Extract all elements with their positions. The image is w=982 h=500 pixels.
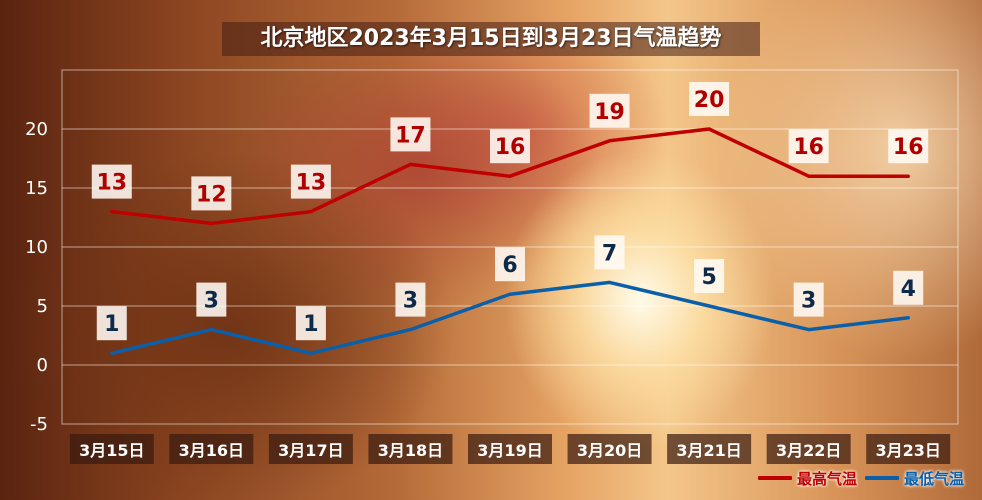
data-label: 13: [290, 164, 331, 199]
x-tick-label: 3月16日: [169, 434, 254, 464]
legend-item-low[interactable]: 最低气温: [864, 468, 964, 489]
svg-text:19: 19: [594, 100, 625, 125]
series-lines: [110, 127, 910, 355]
svg-text:3: 3: [403, 289, 418, 314]
svg-text:16: 16: [495, 135, 526, 160]
svg-text:3月16日: 3月16日: [179, 441, 244, 460]
series-line-low: [110, 280, 910, 355]
data-label: 12: [191, 176, 232, 211]
legend-swatch: [864, 476, 899, 480]
svg-text:3: 3: [801, 289, 816, 314]
svg-text:7: 7: [602, 241, 617, 266]
x-tick-label: 3月18日: [368, 434, 453, 464]
x-tick-label: 3月21日: [667, 434, 752, 464]
svg-text:3月22日: 3月22日: [776, 441, 841, 460]
y-tick-label: 10: [25, 237, 48, 258]
y-tick-label: 20: [25, 119, 48, 140]
data-label: 20: [689, 82, 730, 116]
svg-text:3月23日: 3月23日: [876, 441, 941, 460]
x-tick-label: 3月19日: [468, 434, 552, 464]
y-tick-label: 15: [25, 178, 48, 199]
legend-label: 最低气温: [903, 469, 964, 488]
svg-text:1: 1: [104, 312, 119, 337]
svg-text:3月18日: 3月18日: [378, 441, 443, 460]
y-tick-label: 5: [37, 296, 48, 317]
svg-text:3月19日: 3月19日: [477, 441, 542, 460]
data-label: 16: [888, 129, 929, 164]
x-tick-label: 3月20日: [567, 434, 652, 464]
data-label: 4: [893, 270, 924, 305]
data-label: 3: [395, 282, 426, 317]
data-label: 7: [594, 235, 625, 270]
data-label: 16: [788, 129, 829, 164]
svg-text:5: 5: [701, 265, 716, 290]
svg-text:1: 1: [303, 312, 318, 337]
data-label: 16: [490, 129, 530, 164]
svg-text:17: 17: [395, 123, 426, 148]
gridlines: [61, 69, 959, 425]
x-tick-label: 3月22日: [766, 434, 851, 464]
svg-text:4: 4: [901, 277, 916, 302]
data-label: 3: [196, 282, 227, 317]
legend-swatch: [757, 476, 792, 480]
data-label: 13: [91, 164, 132, 199]
data-label: 1: [96, 306, 127, 341]
y-tick-label: 0: [37, 355, 48, 376]
data-label: 6: [495, 247, 525, 282]
data-label: 17: [390, 117, 431, 152]
svg-text:12: 12: [196, 182, 227, 207]
x-tick-label: 3月23日: [866, 434, 951, 464]
svg-text:13: 13: [96, 171, 127, 196]
svg-text:3: 3: [204, 289, 219, 314]
svg-text:16: 16: [893, 135, 924, 160]
svg-text:3月21日: 3月21日: [676, 441, 741, 460]
svg-text:3月17日: 3月17日: [278, 441, 343, 460]
x-tick-label: 3月17日: [268, 434, 353, 464]
legend-item-high[interactable]: 最高气温: [757, 468, 857, 489]
y-axis: -5 0 5 10 15 20: [25, 119, 48, 435]
data-label: 3: [793, 282, 824, 317]
svg-text:16: 16: [793, 135, 824, 160]
svg-text:20: 20: [694, 88, 725, 113]
x-axis: 3月15日 3月16日 3月17日 3月18日 3月19日 3月20日 3月21日 3月22日…: [69, 434, 951, 464]
svg-text:3月20日: 3月20日: [577, 441, 642, 460]
series-line-high: [110, 127, 910, 226]
chart-title: 北京地区2023年3月15日到3月23日气温趋势: [222, 22, 760, 56]
x-tick-label: 3月15日: [69, 434, 154, 464]
y-tick-label: -5: [30, 414, 48, 435]
legend[interactable]: 最高气温 最低气温: [757, 466, 964, 490]
svg-text:6: 6: [502, 253, 517, 278]
data-label: 1: [295, 306, 326, 341]
legend-label: 最高气温: [796, 469, 857, 488]
svg-text:13: 13: [296, 171, 327, 196]
svg-text:3月15日: 3月15日: [79, 441, 144, 460]
data-label: 5: [694, 259, 725, 293]
data-label: 19: [589, 93, 630, 128]
